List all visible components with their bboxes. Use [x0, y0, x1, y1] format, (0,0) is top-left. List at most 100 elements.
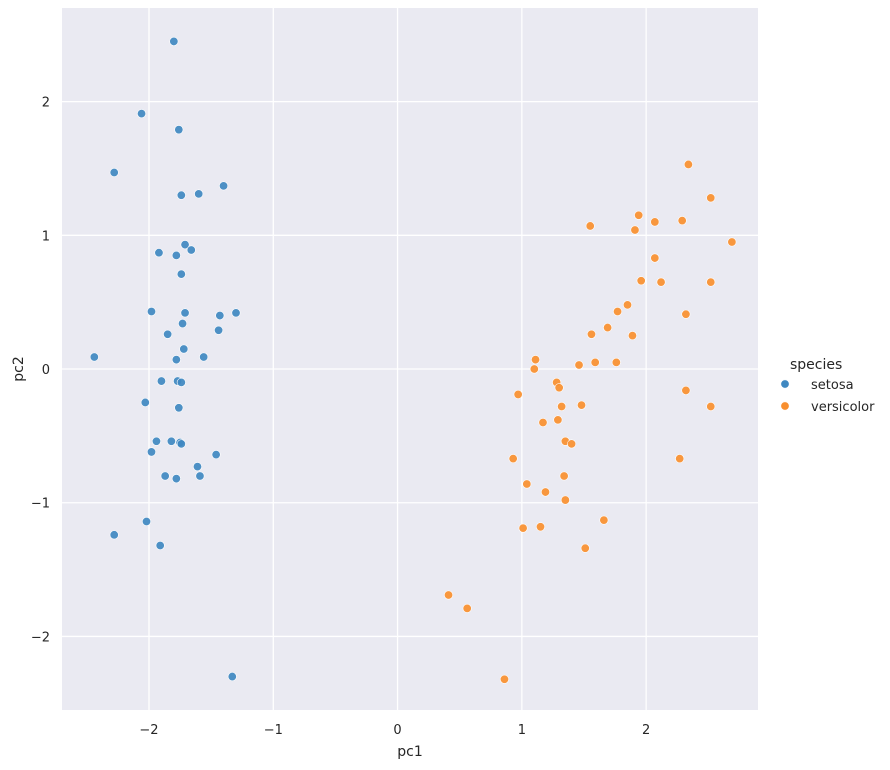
point-versicolor	[706, 277, 716, 287]
point-versicolor	[529, 364, 539, 374]
point-setosa	[219, 181, 229, 191]
point-versicolor	[677, 216, 687, 226]
point-versicolor	[553, 415, 563, 425]
point-versicolor	[531, 355, 541, 365]
point-versicolor	[630, 225, 640, 235]
point-setosa	[179, 344, 189, 354]
point-versicolor	[683, 159, 693, 169]
point-setosa	[140, 397, 150, 407]
point-versicolor	[675, 454, 685, 464]
point-versicolor	[574, 360, 584, 370]
point-setosa	[151, 436, 161, 446]
point-setosa	[160, 471, 170, 481]
point-versicolor	[681, 309, 691, 319]
point-setosa	[174, 403, 184, 413]
point-setosa	[156, 376, 166, 386]
point-setosa	[166, 436, 176, 446]
y-tick-label: 0	[42, 363, 50, 378]
point-versicolor	[538, 418, 548, 428]
legend: species setosa versicolor	[780, 357, 875, 415]
point-versicolor	[554, 383, 564, 393]
y-tick-label: 1	[42, 229, 50, 244]
legend-marker-setosa	[780, 379, 790, 389]
point-versicolor	[508, 454, 518, 464]
point-versicolor	[462, 603, 472, 613]
point-setosa	[109, 530, 119, 540]
point-versicolor	[585, 221, 595, 231]
grid-lines	[62, 8, 758, 710]
point-setosa	[137, 109, 147, 119]
point-setosa	[89, 352, 99, 362]
y-tick-label: −2	[31, 630, 50, 645]
x-tick-labels: −2 −1 0 1 2	[139, 723, 650, 738]
point-setosa	[227, 672, 237, 682]
point-versicolor	[499, 674, 509, 684]
point-versicolor	[706, 193, 716, 203]
point-versicolor	[727, 237, 737, 247]
x-axis-label: pc1	[397, 744, 423, 760]
point-setosa	[146, 307, 156, 317]
point-versicolor	[622, 300, 632, 310]
point-versicolor	[627, 331, 637, 341]
point-versicolor	[577, 400, 587, 410]
legend-title: species	[790, 357, 842, 373]
point-versicolor	[611, 357, 621, 367]
point-versicolor	[540, 487, 550, 497]
point-setosa	[171, 355, 181, 365]
point-versicolor	[580, 543, 590, 553]
point-versicolor	[706, 401, 716, 411]
point-versicolor	[613, 307, 623, 317]
point-setosa	[186, 245, 196, 255]
point-setosa	[163, 329, 173, 339]
point-versicolor	[559, 471, 569, 481]
point-setosa	[174, 125, 184, 135]
point-versicolor	[656, 277, 666, 287]
point-versicolor	[535, 522, 545, 532]
point-versicolor	[599, 515, 609, 525]
point-setosa	[199, 352, 209, 362]
point-setosa	[195, 471, 205, 481]
legend-label-versicolor: versicolor	[811, 400, 875, 415]
legend-label-setosa: setosa	[811, 378, 854, 393]
point-setosa	[109, 167, 119, 177]
y-axis-label: pc2	[11, 356, 27, 382]
point-setosa	[211, 450, 221, 460]
x-tick-label: −1	[264, 723, 283, 738]
point-setosa	[146, 447, 156, 457]
point-setosa	[214, 325, 224, 335]
point-setosa	[194, 189, 204, 199]
point-setosa	[180, 308, 190, 318]
point-versicolor	[636, 276, 646, 286]
point-setosa	[171, 474, 181, 484]
point-setosa	[155, 541, 165, 551]
point-setosa	[142, 516, 152, 526]
point-versicolor	[522, 479, 532, 489]
y-tick-label: 2	[42, 96, 50, 111]
point-setosa	[215, 311, 225, 321]
point-setosa	[154, 248, 164, 258]
x-tick-label: 2	[642, 723, 650, 738]
point-versicolor	[513, 389, 523, 399]
y-tick-labels: −2 −1 0 1 2	[31, 96, 50, 646]
y-tick-label: −1	[31, 497, 50, 512]
data-points	[89, 36, 737, 684]
point-versicolor	[444, 590, 454, 600]
x-tick-label: 0	[393, 723, 401, 738]
point-versicolor	[650, 253, 660, 263]
point-setosa	[169, 36, 179, 46]
point-setosa	[176, 190, 186, 200]
point-setosa	[192, 462, 202, 472]
x-tick-label: 1	[518, 723, 526, 738]
point-setosa	[176, 377, 186, 387]
point-versicolor	[634, 210, 644, 220]
point-versicolor	[603, 323, 613, 333]
point-versicolor	[681, 385, 691, 395]
point-setosa	[180, 240, 190, 250]
point-setosa	[171, 250, 181, 260]
point-setosa	[231, 308, 241, 318]
plot-background	[62, 8, 758, 710]
point-versicolor	[567, 439, 577, 449]
point-setosa	[176, 269, 186, 279]
point-versicolor	[557, 401, 567, 411]
point-setosa	[178, 319, 188, 329]
